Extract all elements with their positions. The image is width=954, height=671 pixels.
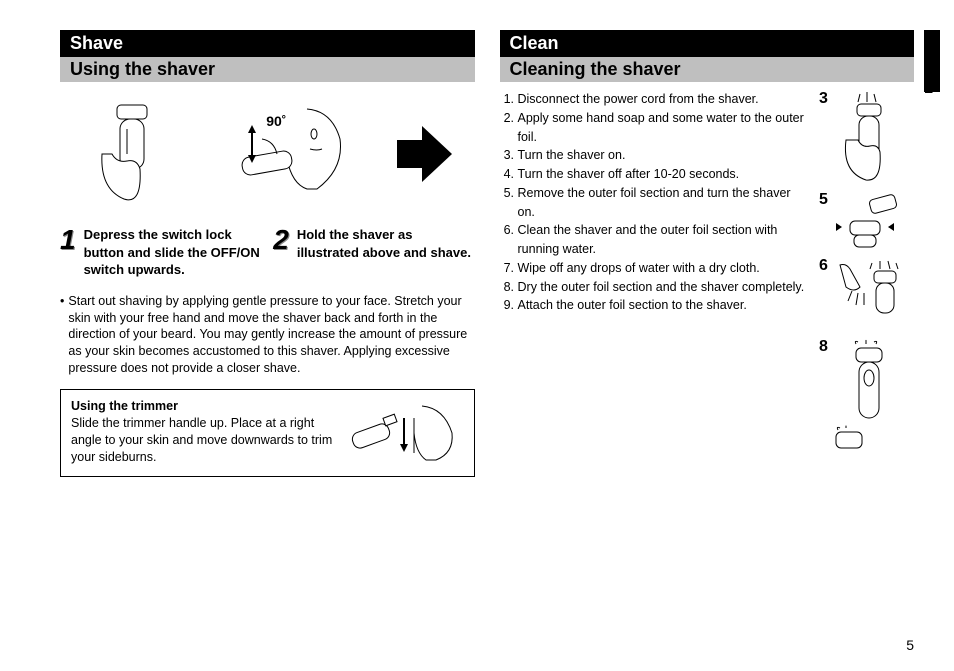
shaver-hold-illustration: [82, 99, 177, 209]
angle-label: 90˚: [266, 113, 286, 129]
trimmer-illustration: [344, 398, 464, 468]
clean-step-6: Clean the shaver and the outer foil sect…: [518, 221, 806, 259]
shave-angle-illustration: 90˚: [222, 99, 352, 209]
clean-step-7: Wipe off any drops of water with a dry c…: [518, 259, 806, 278]
fig-8-label: 8: [819, 338, 828, 356]
clean-fig-6: 6: [819, 257, 914, 332]
step-2: 2 Hold the shaver as illustrated above a…: [273, 226, 474, 279]
step-1-text: Depress the switch lock button and slide…: [84, 226, 262, 279]
fig-3-label: 3: [819, 90, 828, 108]
fig-6-label: 6: [819, 257, 828, 275]
shave-heading: Shave: [60, 30, 475, 57]
clean-illustrations: 3 5: [819, 90, 914, 458]
trimmer-text: Slide the trimmer handle up. Place at a …: [71, 415, 334, 466]
step-row: 1 Depress the switch lock button and sli…: [60, 226, 475, 279]
clean-heading: Clean: [500, 30, 915, 57]
clean-step-3: Turn the shaver on.: [518, 146, 806, 165]
shave-note-text: Start out shaving by applying gentle pre…: [68, 293, 474, 377]
shave-note: • Start out shaving by applying gentle p…: [60, 293, 475, 377]
clean-body: Disconnect the power cord from the shave…: [500, 90, 915, 458]
clean-step-4: Turn the shaver off after 10-20 seconds.: [518, 165, 806, 184]
step-2-text: Hold the shaver as illustrated above and…: [297, 226, 475, 279]
clean-step-2: Apply some hand soap and some water to t…: [518, 109, 806, 147]
right-column: Clean Cleaning the shaver Disconnect the…: [500, 30, 915, 651]
step-1: 1 Depress the switch lock button and sli…: [60, 226, 261, 279]
trimmer-box: Using the trimmer Slide the trimmer hand…: [60, 389, 475, 477]
page-number: 5: [906, 637, 914, 653]
clean-step-5: Remove the outer foil section and turn t…: [518, 184, 806, 222]
clean-step-9: Attach the outer foil section to the sha…: [518, 296, 806, 315]
bullet-dot: •: [60, 293, 64, 377]
clean-steps-list: Disconnect the power cord from the shave…: [500, 90, 806, 458]
clean-fig-8: 8: [819, 338, 914, 458]
trimmer-title: Using the trimmer: [71, 398, 334, 415]
cleaning-shaver-heading: Cleaning the shaver: [500, 57, 915, 82]
left-column: Shave Using the shaver: [60, 30, 475, 651]
clean-fig-5: 5: [819, 191, 914, 251]
page: Shave Using the shaver: [0, 0, 954, 671]
fig-5-label: 5: [819, 191, 828, 209]
arrow-right-icon: [397, 126, 452, 182]
clean-step-8: Dry the outer foil section and the shave…: [518, 278, 806, 297]
using-shaver-heading: Using the shaver: [60, 57, 475, 82]
step-1-number: 1: [60, 226, 76, 279]
clean-fig-3: 3: [819, 90, 914, 185]
language-label: English: [924, 54, 936, 94]
shave-illustration-row: 90˚: [60, 94, 475, 214]
clean-step-1: Disconnect the power cord from the shave…: [518, 90, 806, 109]
step-2-number: 2: [273, 226, 289, 279]
